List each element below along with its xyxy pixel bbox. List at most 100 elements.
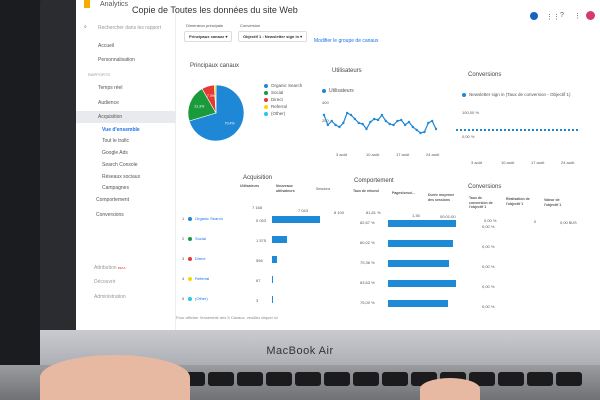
view-title[interactable]: Copie de Toutes les données du site Web bbox=[132, 5, 298, 15]
behav-col-bounce[interactable]: Taux de rebond bbox=[353, 189, 379, 193]
x-tick: 10 août bbox=[366, 152, 380, 157]
keyboard-key bbox=[208, 372, 234, 386]
channel-name: Social bbox=[195, 236, 206, 241]
users-point[interactable] bbox=[388, 122, 391, 126]
users-point[interactable] bbox=[434, 127, 438, 131]
sidebar-sub-all-traffic[interactable]: Tout le trafic bbox=[102, 138, 129, 144]
users-ymid: 200 bbox=[322, 118, 329, 123]
conv-legend-label: Newsletter sign in (Taux de conversion -… bbox=[469, 92, 571, 97]
users-point[interactable] bbox=[403, 123, 407, 127]
sidebar-item-custom[interactable]: Personnalisation bbox=[98, 57, 135, 63]
users-point[interactable] bbox=[365, 127, 368, 131]
pie-slice-0[interactable] bbox=[188, 84, 245, 142]
channel-link[interactable]: Social bbox=[188, 236, 206, 241]
users-point[interactable] bbox=[396, 119, 399, 123]
users-value: 1 575 bbox=[256, 238, 267, 243]
users-point[interactable] bbox=[326, 123, 330, 127]
sidebar-sub-overview[interactable]: Vue d'ensemble bbox=[102, 127, 140, 133]
conv-rate-value: 0,00 % bbox=[482, 224, 495, 229]
channel-link[interactable]: Organic Search bbox=[188, 216, 223, 221]
users-point[interactable] bbox=[345, 111, 349, 115]
behav-col-pages[interactable]: Pages/sessi... bbox=[392, 191, 415, 195]
convs-col-completions[interactable]: Réalisation de l'objectif 1 bbox=[506, 197, 530, 206]
search-input[interactable]: Rechercher dans les rapport bbox=[98, 25, 162, 31]
users-legend: Utilisateurs bbox=[322, 88, 354, 94]
channel-link[interactable]: (Other) bbox=[188, 296, 208, 301]
users-point[interactable] bbox=[357, 121, 360, 125]
bounce-bar bbox=[388, 280, 456, 287]
users-point[interactable] bbox=[380, 113, 384, 117]
users-point[interactable] bbox=[349, 113, 353, 117]
sidebar-sub-campaigns[interactable]: Campagnes bbox=[102, 185, 129, 191]
dimension-dropdown[interactable]: Principaux canaux ▾ bbox=[184, 31, 233, 42]
acq-title: Acquisition bbox=[243, 175, 273, 181]
sidebar-item-admin[interactable]: Administration bbox=[94, 294, 126, 300]
acq-col-sessions[interactable]: Sessions bbox=[316, 187, 331, 191]
convs-col-value[interactable]: Valeur de l'objectif 1 bbox=[544, 198, 562, 207]
users-point[interactable] bbox=[392, 123, 395, 127]
conv-line bbox=[456, 129, 578, 131]
users-legend-label: Utilisateurs bbox=[329, 88, 354, 94]
users-point[interactable] bbox=[342, 121, 345, 125]
notifications-icon[interactable] bbox=[530, 12, 538, 20]
acq-col-new-users[interactable]: Nouveaux utilisateurs bbox=[276, 184, 295, 193]
more-icon[interactable]: ⋮ bbox=[574, 13, 581, 20]
row-index: 5 bbox=[182, 296, 185, 301]
users-point[interactable] bbox=[361, 122, 364, 126]
keyboard-key bbox=[295, 372, 321, 386]
acq-footer-link[interactable]: Pour afficher l'ensemble des 5 Canaux, v… bbox=[176, 315, 278, 320]
conversion-dropdown[interactable]: Objectif 1 : Newsletter sign in ▾ bbox=[238, 31, 308, 42]
convs-col-rate[interactable]: Taux de conversion de l'objectif 1 bbox=[469, 196, 493, 209]
users-point[interactable] bbox=[419, 131, 422, 135]
conv-rate-value: 0,00 % bbox=[482, 244, 495, 249]
users-point[interactable] bbox=[411, 125, 415, 129]
users-point[interactable] bbox=[376, 118, 380, 122]
users-line-chart bbox=[322, 111, 438, 135]
reports-heading: RAPPORTS bbox=[88, 72, 110, 77]
conversion-value: Objectif 1 : Newsletter sign in bbox=[243, 34, 300, 39]
sidebar-item-audience[interactable]: Audience bbox=[98, 100, 119, 106]
help-icon[interactable]: ? bbox=[560, 12, 564, 19]
conv-rate-value: 0,00 % bbox=[482, 284, 495, 289]
legend-label: Referral bbox=[271, 104, 288, 109]
keyboard-key bbox=[556, 372, 582, 386]
sidebar-item-attribution[interactable]: Attribution BETA bbox=[94, 265, 126, 271]
bounce-value: 82,67 % bbox=[360, 220, 375, 225]
sidebar-item-discover[interactable]: Découvrir bbox=[94, 279, 116, 285]
keyboard-key bbox=[237, 372, 263, 386]
sidebar-item-home[interactable]: Accueil bbox=[98, 43, 115, 49]
behav-col-duration[interactable]: Durée moyenne des sessions bbox=[428, 193, 455, 202]
users-point[interactable] bbox=[415, 128, 418, 132]
users-point[interactable] bbox=[369, 120, 372, 124]
sidebar-item-acquisition[interactable]: Acquisition bbox=[98, 114, 123, 120]
pie-slice-3[interactable] bbox=[213, 84, 217, 114]
users-point[interactable] bbox=[430, 119, 434, 123]
users-point[interactable] bbox=[407, 120, 411, 124]
users-point[interactable] bbox=[338, 125, 341, 129]
legend-dot bbox=[264, 90, 268, 95]
sidebar-item-conversions[interactable]: Conversions bbox=[96, 212, 124, 218]
analytics-screen: Analytics Copie de Toutes les données du… bbox=[76, 0, 600, 338]
sidebar-sub-social[interactable]: Réseaux sociaux bbox=[102, 174, 141, 180]
users-point[interactable] bbox=[353, 117, 357, 121]
users-point[interactable] bbox=[427, 121, 430, 125]
channel-link[interactable]: Referral bbox=[188, 276, 209, 281]
users-point[interactable] bbox=[400, 118, 403, 122]
sidebar-item-realtime[interactable]: Temps réel bbox=[98, 85, 123, 91]
channel-link[interactable]: Direct bbox=[188, 256, 205, 261]
sidebar-item-behavior[interactable]: Comportement bbox=[96, 197, 130, 203]
pie-slice-1[interactable] bbox=[187, 88, 217, 122]
sidebar-sub-search-console[interactable]: Search Console bbox=[102, 162, 138, 168]
users-point[interactable] bbox=[384, 119, 387, 123]
users-point[interactable] bbox=[423, 130, 426, 134]
users-point[interactable] bbox=[322, 113, 326, 117]
avatar[interactable] bbox=[586, 11, 595, 20]
modify-channel-group-link[interactable]: Modifier le groupe de canaux bbox=[314, 38, 379, 44]
users-point[interactable] bbox=[330, 119, 333, 123]
users-point[interactable] bbox=[334, 123, 337, 127]
channel-name: Referral bbox=[195, 276, 210, 281]
sidebar-sub-google-ads[interactable]: Google Ads bbox=[102, 150, 128, 156]
users-point[interactable] bbox=[373, 117, 376, 121]
apps-icon[interactable]: ⋮⋮ bbox=[546, 14, 560, 21]
acq-col-users[interactable]: Utilisateurs bbox=[240, 184, 260, 188]
